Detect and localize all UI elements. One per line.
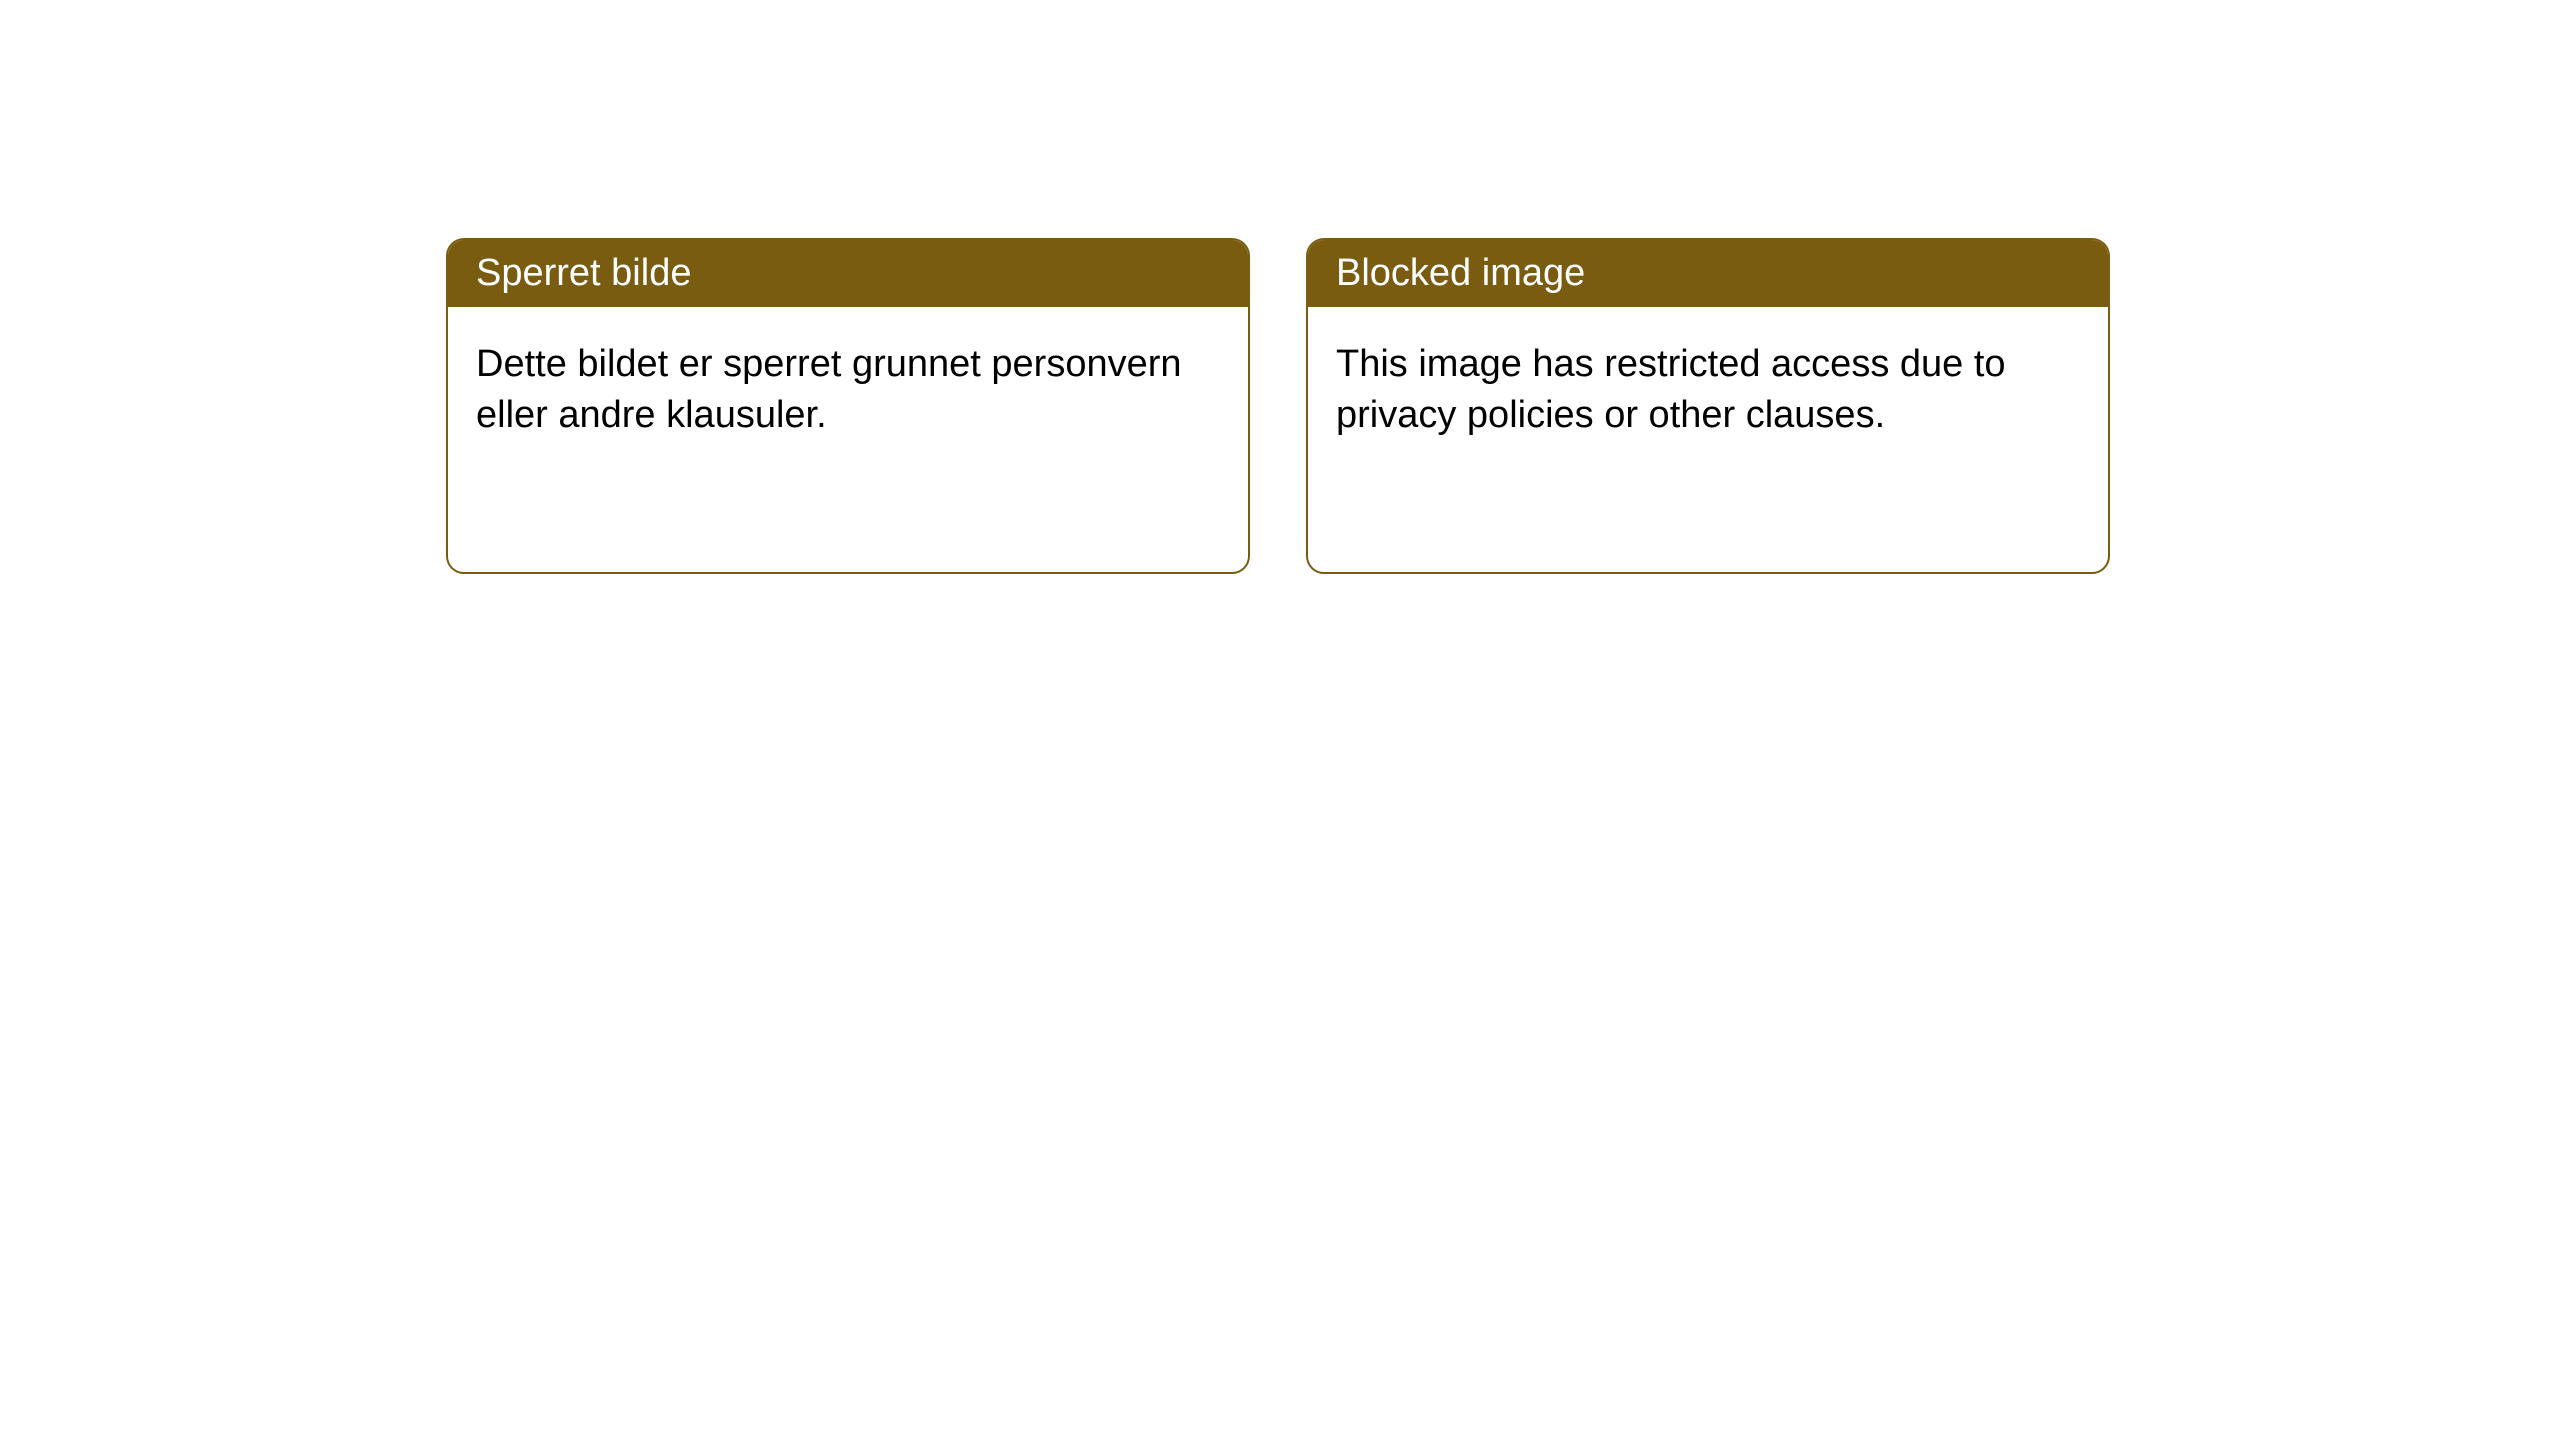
card-header: Sperret bilde [448, 240, 1248, 307]
card-header: Blocked image [1308, 240, 2108, 307]
notice-card-english: Blocked image This image has restricted … [1306, 238, 2110, 574]
card-body: This image has restricted access due to … [1308, 307, 2108, 474]
notice-cards-container: Sperret bilde Dette bildet er sperret gr… [0, 0, 2560, 574]
card-body-text: This image has restricted access due to … [1336, 343, 2006, 436]
card-title: Sperret bilde [476, 252, 691, 294]
card-body: Dette bildet er sperret grunnet personve… [448, 307, 1248, 474]
card-title: Blocked image [1336, 252, 1585, 294]
card-body-text: Dette bildet er sperret grunnet personve… [476, 343, 1182, 436]
notice-card-norwegian: Sperret bilde Dette bildet er sperret gr… [446, 238, 1250, 574]
